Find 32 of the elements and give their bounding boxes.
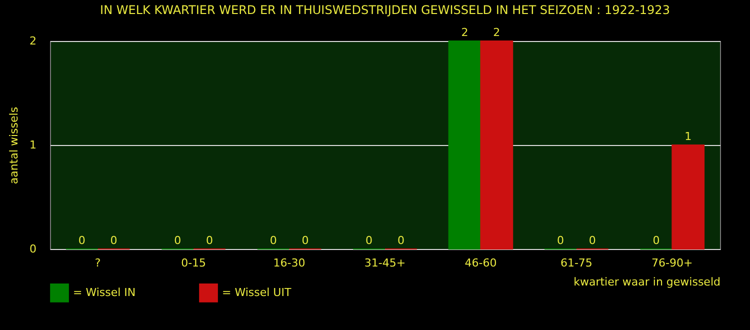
data-label: 0 [78,234,86,247]
legend-label: = Wissel UIT [222,286,292,299]
data-label: 0 [366,234,373,247]
data-label: 2 [461,26,468,39]
data-label: 0 [174,234,182,247]
data-label: 1 [684,130,692,143]
data-label: 0 [588,234,596,247]
data-label: 0 [206,234,214,247]
data-label: 0 [302,234,309,247]
y-tick-label: 2 [30,34,36,48]
x-tick-label: 76-90+ [652,256,693,270]
x-tick-label: 46-60 [464,256,497,270]
x-axis-title: kwartier waar in gewisseld [574,276,720,288]
data-label: 0 [110,234,118,247]
bar [672,144,705,250]
x-tick-label: 61-75 [560,256,592,270]
data-label: 0 [556,234,564,247]
data-label: 0 [270,234,277,247]
data-label: 0 [652,234,660,247]
bar [480,40,514,250]
legend-label: = Wissel IN [73,286,136,299]
y-tick-label: 1 [30,138,36,152]
chart-title: IN WELK KWARTIER WERD ER IN THUISWEDSTRIJDEN GEWISSELD IN HET SEIZOEN : 1922-1923 [100,3,670,17]
y-axis-title: aantal wissels [8,106,20,184]
data-label: 0 [397,234,404,247]
y-tick-label: 0 [30,242,36,256]
x-tick-label: 16-30 [273,256,306,270]
x-tick-label: 31-45+ [364,256,406,270]
x-tick-label: ? [94,256,101,270]
x-tick-label: 0-15 [181,256,206,270]
data-label: 2 [493,26,500,39]
bar [448,40,482,250]
